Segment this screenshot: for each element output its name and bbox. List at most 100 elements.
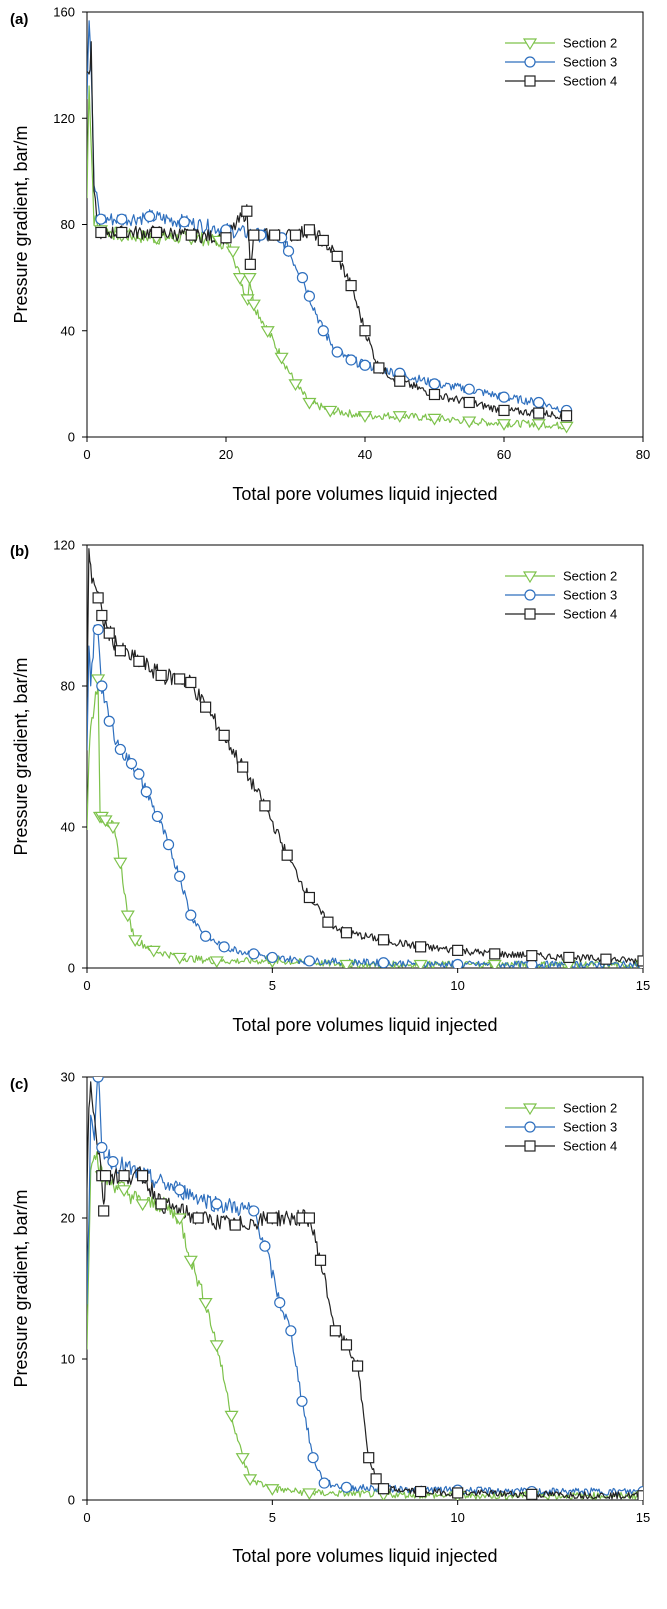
data-point-marker [218,941,230,953]
data-point-marker [125,757,138,770]
data-point-marker [345,354,357,366]
data-point-marker [452,944,464,956]
data-point-marker [498,391,510,403]
y-axis-label: Pressure gradient, bar/m [11,657,31,855]
legend-label: Section 3 [563,55,617,70]
data-point-marker [526,950,538,962]
data-point-marker [296,272,309,284]
data-point-marker [174,870,186,882]
data-point-marker [248,229,260,241]
legend-marker [524,608,536,620]
data-point-marker [92,592,104,604]
data-point-marker [241,205,253,217]
data-point-marker [289,229,302,241]
data-point-marker [135,1199,150,1212]
data-point-marker [266,1212,278,1224]
data-point-marker [103,715,115,727]
data-point-marker [452,1487,464,1499]
series-line [87,1151,643,1500]
y-axis-label: Pressure gradient, bar/m [11,125,31,323]
data-point-marker [345,279,357,292]
data-point-marker [329,1325,341,1337]
data-point-marker [463,396,475,409]
x-tick-label: 15 [636,1510,650,1525]
data-point-marker [140,786,152,798]
panel-label: (c) [10,1076,28,1093]
data-point-marker [377,957,390,968]
data-point-marker [192,1212,204,1224]
y-tick-label: 160 [53,5,75,20]
data-point-marker [224,1410,239,1423]
data-point-marker [137,1170,149,1182]
data-point-marker [331,346,343,358]
data-point-marker [314,1254,327,1266]
data-point-marker [95,213,107,225]
data-point-marker [172,952,187,965]
y-tick-label: 120 [53,111,75,126]
data-point-marker [415,1485,427,1498]
data-point-marker [172,1213,187,1226]
data-point-marker [200,701,212,713]
data-point-marker [359,325,371,337]
legend-label: Section 4 [563,74,617,89]
data-point-marker [185,909,197,921]
legend-label: Section 4 [563,607,617,622]
data-point-marker [98,815,113,828]
data-point-marker [162,839,175,851]
data-point-marker [116,226,128,239]
data-point-marker [116,213,128,225]
data-point-marker [244,258,256,270]
data-point-marker [117,1185,132,1197]
x-axis-label: Total pore volumes liquid injected [232,1546,497,1566]
data-point-marker [96,1141,108,1154]
y-tick-label: 20 [61,1211,75,1226]
data-point-marker [229,1219,241,1231]
data-point-marker [107,1155,119,1168]
data-point-marker [155,1198,167,1210]
x-tick-label: 40 [358,447,372,462]
data-point-marker [232,273,247,285]
data-point-marker [373,362,385,374]
chart-panel: (a) 0 20 40 60 80 0 40 80 120 160 Total pore volume… [10,5,650,505]
data-point-marker [331,250,343,262]
data-point-marker [260,326,275,338]
data-point-marker [323,405,338,418]
x-axis-label: Total pore volumes liquid injected [232,1015,497,1035]
data-point-marker [415,941,427,953]
plot-frame [86,11,644,438]
legend-label: Section 2 [563,1101,617,1116]
data-point-marker [96,680,108,692]
data-point-marker [209,1340,224,1353]
data-point-marker [92,1077,104,1083]
data-point-marker [600,953,612,965]
legend-marker [524,589,536,601]
data-point-marker [118,1170,130,1182]
data-point-marker [322,916,334,928]
data-point-marker [428,378,441,390]
data-point-marker [269,229,281,241]
series-line [87,685,643,968]
data-point-marker [363,1452,375,1464]
legend-label: Section 3 [563,1120,617,1135]
panel-label: (b) [10,543,29,560]
data-point-marker [302,397,317,410]
data-point-marker [246,299,261,312]
legend-label: Section 2 [563,36,617,51]
data-point-marker [285,1325,297,1337]
y-tick-label: 80 [61,679,75,694]
legend-marker [524,1140,536,1152]
data-point-marker [237,761,249,773]
data-point-marker [98,1205,110,1217]
y-tick-label: 0 [68,961,75,976]
data-point-marker [146,945,161,958]
x-tick-label: 10 [450,978,464,993]
data-point-marker [155,669,167,682]
data-point-marker [114,645,126,657]
chart-panel: (b) 0 5 10 15 0 40 80 120 Total pore volumes liqu… [10,538,650,1036]
data-point-marker [302,1488,317,1500]
data-point-marker [185,229,197,241]
y-axis-label: Pressure gradient, bar/m [11,1189,31,1387]
data-point-marker [427,413,442,426]
data-point-marker [533,396,545,409]
